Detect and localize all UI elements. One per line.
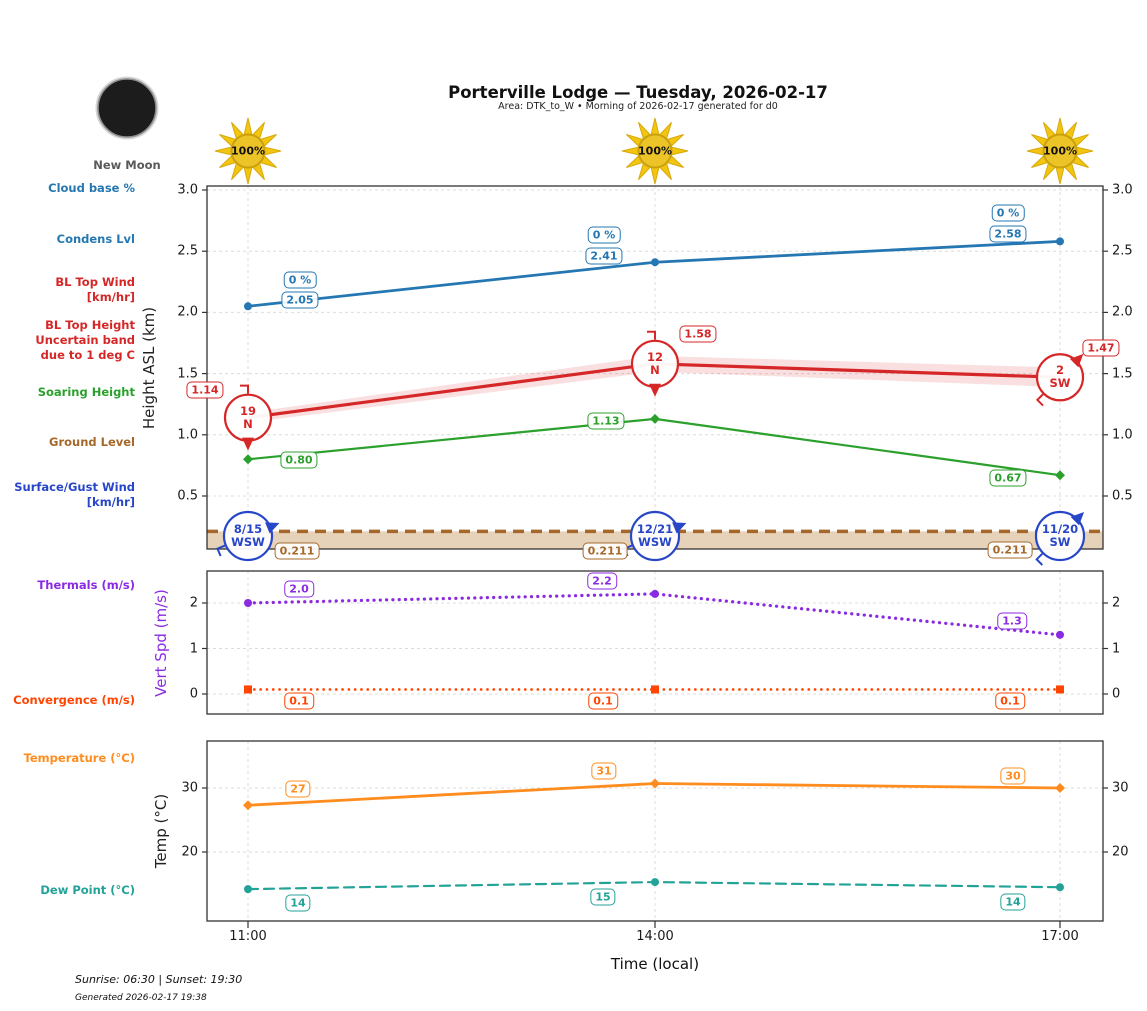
dew-point-value: 15 — [590, 888, 616, 906]
surface-wind-indicator-3-direction: SW — [1049, 535, 1071, 549]
y-tick-label: 1.5 — [1112, 366, 1133, 382]
y-tick-label: 30 — [1112, 780, 1129, 796]
surface-wind-indicator-2-speed: 12/21 — [636, 522, 674, 536]
bl-top-wind-indicator-2-direction: N — [650, 362, 660, 377]
y-tick-label: 20 — [181, 844, 198, 860]
legend-bl-top-height: BL Top Height — [45, 318, 135, 332]
y-tick-label: 0.5 — [177, 488, 198, 504]
legend-bl-top-height-3: due to 1 deg C — [40, 348, 135, 362]
surface-wind-indicator-1-speed: 8/15 — [233, 522, 263, 536]
legend-ground-level: Ground Level — [49, 435, 135, 449]
y-tick-label: 1 — [189, 641, 198, 656]
surface-wind-indicator-3: 11/20 SW — [1042, 523, 1078, 549]
cloud-base-label: 0 % — [587, 226, 621, 244]
bl-top-height-value: 1.14 — [186, 381, 224, 399]
generated-note: Generated 2026-02-17 19:38 — [75, 993, 207, 1003]
legend-temperature: Temperature (°C) — [23, 751, 135, 765]
y-tick-label: 2.5 — [1112, 243, 1133, 259]
y-axis-label-height: Height ASL (km) — [140, 306, 158, 430]
y-tick-label: 30 — [181, 780, 198, 796]
soaring-height-value: 1.13 — [587, 412, 625, 430]
bl-top-height-value: 1.47 — [1082, 339, 1120, 357]
bl-top-wind-indicator-3: 2 SW — [1050, 364, 1071, 390]
y-tick-label: 1 — [1112, 641, 1121, 656]
ground-level-value: 0.211 — [987, 541, 1033, 559]
y-tick-label: 2 — [189, 595, 198, 611]
surface-wind-indicator-2-direction: WSW — [638, 535, 672, 549]
temperature-value: 30 — [1000, 767, 1026, 785]
page-subtitle: Area: DTK_to_W • Morning of 2026-02-17 g… — [498, 101, 778, 112]
sun-icon-label-3: 100% — [1043, 144, 1077, 158]
surface-wind-indicator-1: 8/15 WSW — [231, 523, 265, 549]
bl-top-wind-indicator-1: 19 N — [239, 403, 257, 431]
convergence-value: 0.1 — [284, 692, 314, 710]
soaring-height-value: 0.80 — [280, 451, 318, 469]
surface-wind-indicator-2: 12/21 WSW — [637, 523, 673, 549]
convergence-value: 0.1 — [588, 692, 618, 710]
legend-cloud-base: Cloud base % — [48, 181, 135, 195]
cloud-base-label: 0 % — [991, 204, 1025, 222]
soaring-height-value: 0.67 — [989, 469, 1027, 487]
bl-top-height-value: 1.58 — [679, 325, 717, 343]
x-tick-1100: 11:00 — [229, 929, 267, 944]
surface-wind-indicator-1-direction: WSW — [231, 535, 265, 549]
legend-condens-lvl: Condens Lvl — [56, 232, 135, 246]
condens-lvl-value: 2.41 — [585, 247, 623, 265]
temperature-value: 31 — [591, 762, 617, 780]
page-title: Porterville Lodge — Tuesday, 2026-02-17 — [448, 83, 828, 102]
bl-top-wind-indicator-2: 12 N — [646, 349, 664, 377]
x-axis-label: Time (local) — [610, 955, 700, 973]
sun-icon-label-2: 100% — [638, 144, 672, 158]
legend-thermals: Thermals (m/s) — [37, 578, 135, 592]
ground-level-value: 0.211 — [582, 542, 628, 560]
legend-bl-top-wind: BL Top Wind — [55, 275, 135, 289]
dew-point-value: 14 — [1000, 893, 1026, 911]
condens-lvl-value: 2.05 — [281, 291, 319, 309]
y-tick-label: 3.0 — [1112, 182, 1133, 198]
thermals-value: 2.2 — [587, 572, 617, 590]
thermals-value: 1.3 — [997, 612, 1027, 630]
moon-phase-label: New Moon — [93, 158, 161, 172]
bl-top-wind-indicator-3-speed: 2 — [1055, 363, 1064, 378]
bl-top-wind-indicator-1-direction: N — [243, 416, 253, 431]
bl-top-wind-indicator-3-direction: SW — [1049, 376, 1071, 391]
temperature-value: 27 — [285, 780, 311, 798]
y-tick-label: 0 — [189, 686, 198, 702]
sun-icon-label-1: 100% — [231, 144, 265, 158]
bl-top-wind-indicator-1-speed: 19 — [239, 403, 257, 418]
legend-surface-wind-units: [km/hr] — [86, 495, 135, 509]
legend-surface-wind: Surface/Gust Wind — [14, 480, 135, 494]
y-tick-label: 1.5 — [177, 366, 198, 382]
thermals-value: 2.0 — [284, 580, 314, 598]
condens-lvl-value: 2.58 — [989, 225, 1027, 243]
y-tick-label: 20 — [1112, 844, 1129, 860]
legend-dew-point: Dew Point (°C) — [40, 883, 135, 897]
y-tick-label: 0 — [1112, 686, 1121, 702]
convergence-value: 0.1 — [995, 692, 1025, 710]
legend-bl-top-height-2: Uncertain band — [35, 333, 135, 347]
y-tick-label: 0.5 — [1112, 488, 1133, 504]
dew-point-value: 14 — [285, 894, 311, 912]
legend-soaring-height: Soaring Height — [37, 385, 135, 399]
surface-wind-indicator-3-speed: 11/20 — [1041, 522, 1079, 536]
y-tick-label: 2.0 — [1112, 304, 1133, 320]
y-tick-label: 2.0 — [177, 304, 198, 320]
y-tick-label: 3.0 — [177, 182, 198, 198]
legend-convergence: Convergence (m/s) — [13, 693, 135, 707]
legend-bl-top-wind-units: [km/hr] — [86, 290, 135, 304]
y-tick-label: 2 — [1112, 595, 1121, 611]
x-tick-1700: 17:00 — [1041, 929, 1079, 944]
moon-icon-halo — [95, 76, 159, 140]
ground-level-value: 0.211 — [274, 542, 320, 560]
sunrise-sunset-note: Sunrise: 06:30 | Sunset: 19:30 — [75, 973, 243, 986]
x-tick-1400: 14:00 — [636, 929, 674, 944]
y-tick-label: 1.0 — [1112, 427, 1133, 443]
y-tick-label: 1.0 — [177, 427, 198, 443]
y-tick-label: 2.5 — [177, 243, 198, 259]
cloud-base-label: 0 % — [283, 271, 317, 289]
new-moon-icon — [97, 78, 157, 138]
bl-top-wind-indicator-2-speed: 12 — [646, 349, 664, 364]
